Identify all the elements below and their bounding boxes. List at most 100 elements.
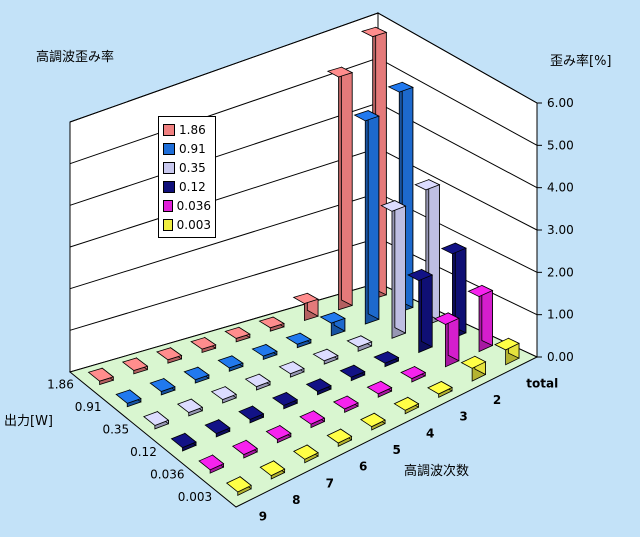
bar-top bbox=[156, 347, 183, 361]
power-tick-label: 1.86 bbox=[47, 377, 74, 391]
harmonic-tick-label: 9 bbox=[259, 510, 267, 524]
bar-top bbox=[393, 396, 420, 411]
bar-top bbox=[198, 454, 225, 471]
bar-top bbox=[427, 381, 453, 395]
bar-top bbox=[225, 476, 252, 493]
power-tick-label: 0.036 bbox=[150, 467, 184, 481]
legend-swatch bbox=[163, 199, 173, 212]
bar-top bbox=[400, 366, 427, 380]
power-tick-label: 0.35 bbox=[102, 422, 129, 436]
z-tick-label: 6.00 bbox=[547, 96, 574, 110]
bar-top bbox=[360, 412, 386, 428]
bar-top bbox=[143, 411, 170, 426]
bar-top bbox=[285, 332, 312, 345]
bar-top bbox=[292, 292, 320, 304]
bar-top bbox=[494, 337, 520, 351]
bar-top bbox=[319, 312, 346, 324]
harmonic-tick-label: total bbox=[526, 376, 558, 390]
z-axis-label: 歪み率[%] bbox=[550, 54, 612, 69]
legend-swatch bbox=[163, 180, 175, 193]
bar-top bbox=[312, 348, 339, 362]
bar-top bbox=[360, 26, 388, 38]
bar-side-face bbox=[341, 66, 353, 307]
y-axis-label: 出力[W] bbox=[4, 414, 53, 429]
bar-top bbox=[190, 337, 217, 350]
bar-top bbox=[210, 386, 237, 401]
bar-top bbox=[366, 380, 393, 395]
harmonic-tick-label: 3 bbox=[459, 410, 467, 424]
legend-entry: 0.036 bbox=[163, 196, 211, 215]
bar-top bbox=[407, 268, 434, 282]
legend-entry: 0.91 bbox=[163, 139, 211, 158]
bar-top bbox=[373, 351, 400, 364]
bar-top bbox=[183, 366, 210, 381]
bar-top bbox=[387, 81, 414, 93]
bar-side-face bbox=[367, 109, 380, 320]
bar-top bbox=[326, 428, 353, 444]
bar-top bbox=[433, 312, 460, 325]
legend-label: 0.12 bbox=[179, 179, 206, 194]
bar-top bbox=[244, 373, 271, 388]
bar-top bbox=[353, 110, 380, 122]
bar-top bbox=[278, 361, 305, 375]
harmonic-tick-label: 2 bbox=[493, 393, 501, 407]
power-tick-label: 0.12 bbox=[130, 445, 157, 459]
bar-top bbox=[414, 179, 441, 191]
legend-label: 0.003 bbox=[176, 217, 211, 232]
bar-top bbox=[121, 357, 149, 371]
bar-top bbox=[440, 242, 467, 255]
z-tick-label: 0.00 bbox=[547, 350, 574, 364]
z-tick-label: 4.00 bbox=[547, 181, 574, 195]
bar-top bbox=[259, 460, 286, 477]
legend-entry: 0.12 bbox=[163, 177, 211, 196]
bar-top bbox=[380, 200, 407, 212]
bar-top bbox=[87, 367, 115, 382]
bar-top bbox=[224, 326, 251, 339]
harmonic-tick-label: 6 bbox=[359, 460, 367, 474]
z-tick-label: 3.00 bbox=[547, 223, 574, 237]
bar-top bbox=[271, 392, 299, 406]
bar-top bbox=[339, 364, 366, 378]
bar-top bbox=[346, 335, 373, 348]
bar-top bbox=[305, 378, 332, 392]
bar-top bbox=[217, 355, 244, 369]
bar-top bbox=[460, 355, 487, 369]
bar-top bbox=[238, 405, 265, 420]
z-tick-label: 1.00 bbox=[547, 308, 574, 322]
bar-top bbox=[265, 425, 292, 440]
power-tick-label: 0.003 bbox=[178, 490, 212, 504]
bar-top bbox=[170, 432, 197, 449]
power-tick-label: 0.91 bbox=[75, 400, 102, 414]
legend-swatch bbox=[163, 218, 173, 231]
bar-top bbox=[299, 410, 326, 425]
legend-entry: 0.003 bbox=[163, 215, 211, 234]
bar-top bbox=[115, 389, 142, 404]
bar-side-face bbox=[394, 199, 406, 334]
z-tick-label: 5.00 bbox=[547, 138, 574, 152]
bar-top bbox=[326, 66, 354, 78]
legend-swatch bbox=[163, 161, 175, 174]
legend-label: 0.036 bbox=[176, 198, 211, 213]
bar-side-face bbox=[421, 268, 433, 348]
z-tick-label: 2.00 bbox=[547, 265, 574, 279]
legend-entry: 0.35 bbox=[163, 158, 211, 177]
bar-top bbox=[332, 395, 359, 410]
bar-top bbox=[204, 419, 231, 435]
harmonic-tick-label: 8 bbox=[292, 493, 300, 507]
bar-top bbox=[231, 439, 258, 456]
legend-swatch bbox=[163, 142, 175, 155]
legend-label: 0.35 bbox=[179, 160, 206, 175]
harmonic-tick-label: 4 bbox=[426, 426, 434, 440]
gridline bbox=[69, 12, 538, 123]
x-axis-label: 高調波次数 bbox=[404, 464, 470, 479]
harmonic-tick-label: 7 bbox=[326, 476, 334, 490]
bar-top bbox=[467, 284, 494, 298]
legend-label: 1.86 bbox=[179, 122, 206, 137]
bar-top bbox=[258, 316, 285, 329]
bar-top bbox=[149, 378, 176, 392]
bar-top bbox=[251, 344, 278, 357]
bar-top bbox=[292, 444, 319, 460]
legend-swatch bbox=[163, 123, 175, 136]
